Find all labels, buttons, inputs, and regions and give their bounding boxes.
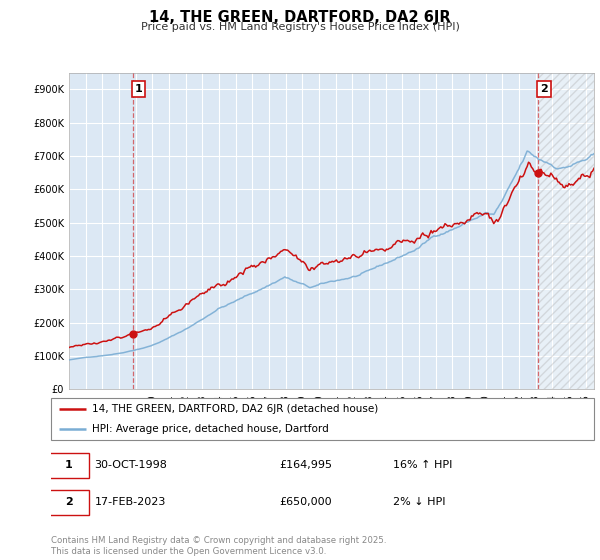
Text: Contains HM Land Registry data © Crown copyright and database right 2025.
This d: Contains HM Land Registry data © Crown c…	[51, 536, 386, 556]
Text: 14, THE GREEN, DARTFORD, DA2 6JR (detached house): 14, THE GREEN, DARTFORD, DA2 6JR (detach…	[92, 404, 378, 414]
Text: £650,000: £650,000	[279, 497, 332, 507]
Text: 30-OCT-1998: 30-OCT-1998	[94, 460, 167, 470]
Text: 14, THE GREEN, DARTFORD, DA2 6JR: 14, THE GREEN, DARTFORD, DA2 6JR	[149, 10, 451, 25]
FancyBboxPatch shape	[51, 398, 594, 440]
Text: 2: 2	[540, 84, 548, 94]
FancyBboxPatch shape	[48, 489, 89, 515]
FancyBboxPatch shape	[48, 452, 89, 478]
Text: 2% ↓ HPI: 2% ↓ HPI	[393, 497, 446, 507]
Text: 17-FEB-2023: 17-FEB-2023	[94, 497, 166, 507]
Text: 16% ↑ HPI: 16% ↑ HPI	[393, 460, 452, 470]
Text: £164,995: £164,995	[279, 460, 332, 470]
Text: 2: 2	[65, 497, 73, 507]
Text: 1: 1	[134, 84, 142, 94]
Text: Price paid vs. HM Land Registry's House Price Index (HPI): Price paid vs. HM Land Registry's House …	[140, 22, 460, 32]
Text: HPI: Average price, detached house, Dartford: HPI: Average price, detached house, Dart…	[92, 424, 328, 434]
Text: 1: 1	[65, 460, 73, 470]
